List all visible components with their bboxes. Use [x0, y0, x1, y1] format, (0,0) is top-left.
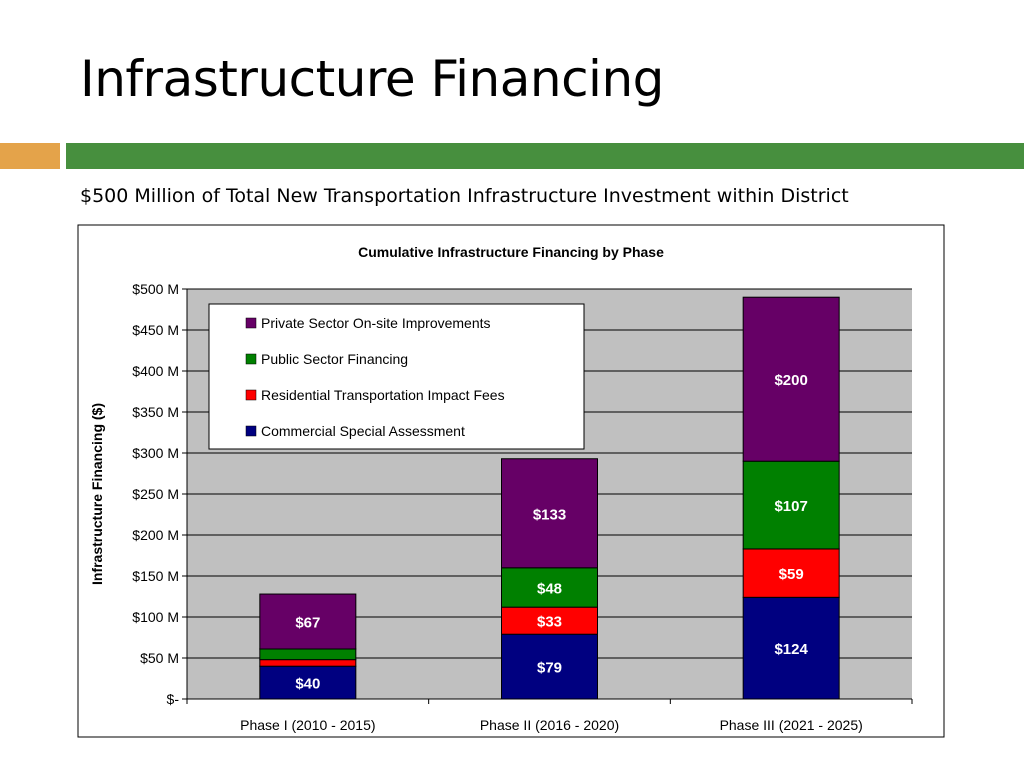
data-label: $67 — [295, 615, 320, 632]
y-tick-label: $450 M — [132, 322, 179, 338]
legend-label: Private Sector On-site Improvements — [261, 315, 491, 331]
data-label: $59 — [779, 566, 804, 583]
chart-title: Cumulative Infrastructure Financing by P… — [358, 244, 664, 260]
legend-label: Public Sector Financing — [261, 351, 408, 367]
data-label: $48 — [537, 580, 562, 597]
data-label: $107 — [774, 498, 807, 515]
data-label: $200 — [774, 372, 807, 389]
legend-swatch — [245, 353, 257, 365]
y-tick-label: $100 M — [132, 609, 179, 625]
data-label: $33 — [537, 614, 562, 631]
legend — [208, 303, 585, 450]
y-tick-label: $150 M — [132, 568, 179, 584]
accent-bar-green — [66, 143, 1024, 169]
legend-label: Residential Transportation Impact Fees — [261, 387, 505, 403]
y-tick-label: $500 M — [132, 281, 179, 297]
bar-segment — [259, 659, 357, 667]
y-tick-label: $- — [167, 691, 180, 707]
x-tick-label: Phase I (2010 - 2015) — [240, 717, 375, 733]
bar-segment — [501, 606, 598, 635]
data-label: $124 — [774, 641, 808, 658]
bar-segment — [259, 593, 357, 650]
y-tick-label: $400 M — [132, 363, 179, 379]
bar-segment — [742, 460, 840, 550]
bar-segment — [259, 648, 357, 661]
legend-label: Commercial Special Assessment — [261, 423, 465, 439]
y-tick-label: $250 M — [132, 486, 179, 502]
y-tick-label: $300 M — [132, 445, 179, 461]
slide-subtitle: $500 Million of Total New Transportation… — [80, 185, 849, 207]
slide-title: Infrastructure Financing — [80, 50, 664, 108]
bar-segment — [501, 633, 598, 700]
data-label: $40 — [295, 676, 320, 693]
bar-segment — [742, 596, 840, 700]
legend-swatch — [245, 389, 257, 401]
y-tick-label: $200 M — [132, 527, 179, 543]
bar-segment — [501, 458, 598, 569]
data-label: $133 — [533, 506, 566, 523]
x-tick-label: Phase II (2016 - 2020) — [480, 717, 619, 733]
y-tick-label: $50 M — [140, 650, 179, 666]
x-tick-label: Phase III (2021 - 2025) — [720, 717, 863, 733]
bar-segment — [742, 548, 840, 598]
accent-bar-orange — [0, 143, 60, 169]
bar-segment — [742, 296, 840, 462]
legend-swatch — [245, 425, 257, 437]
y-axis-label: Infrastructure Financing ($) — [89, 403, 105, 585]
y-tick-label: $350 M — [132, 404, 179, 420]
legend-swatch — [245, 317, 257, 329]
data-label: $79 — [537, 660, 562, 677]
